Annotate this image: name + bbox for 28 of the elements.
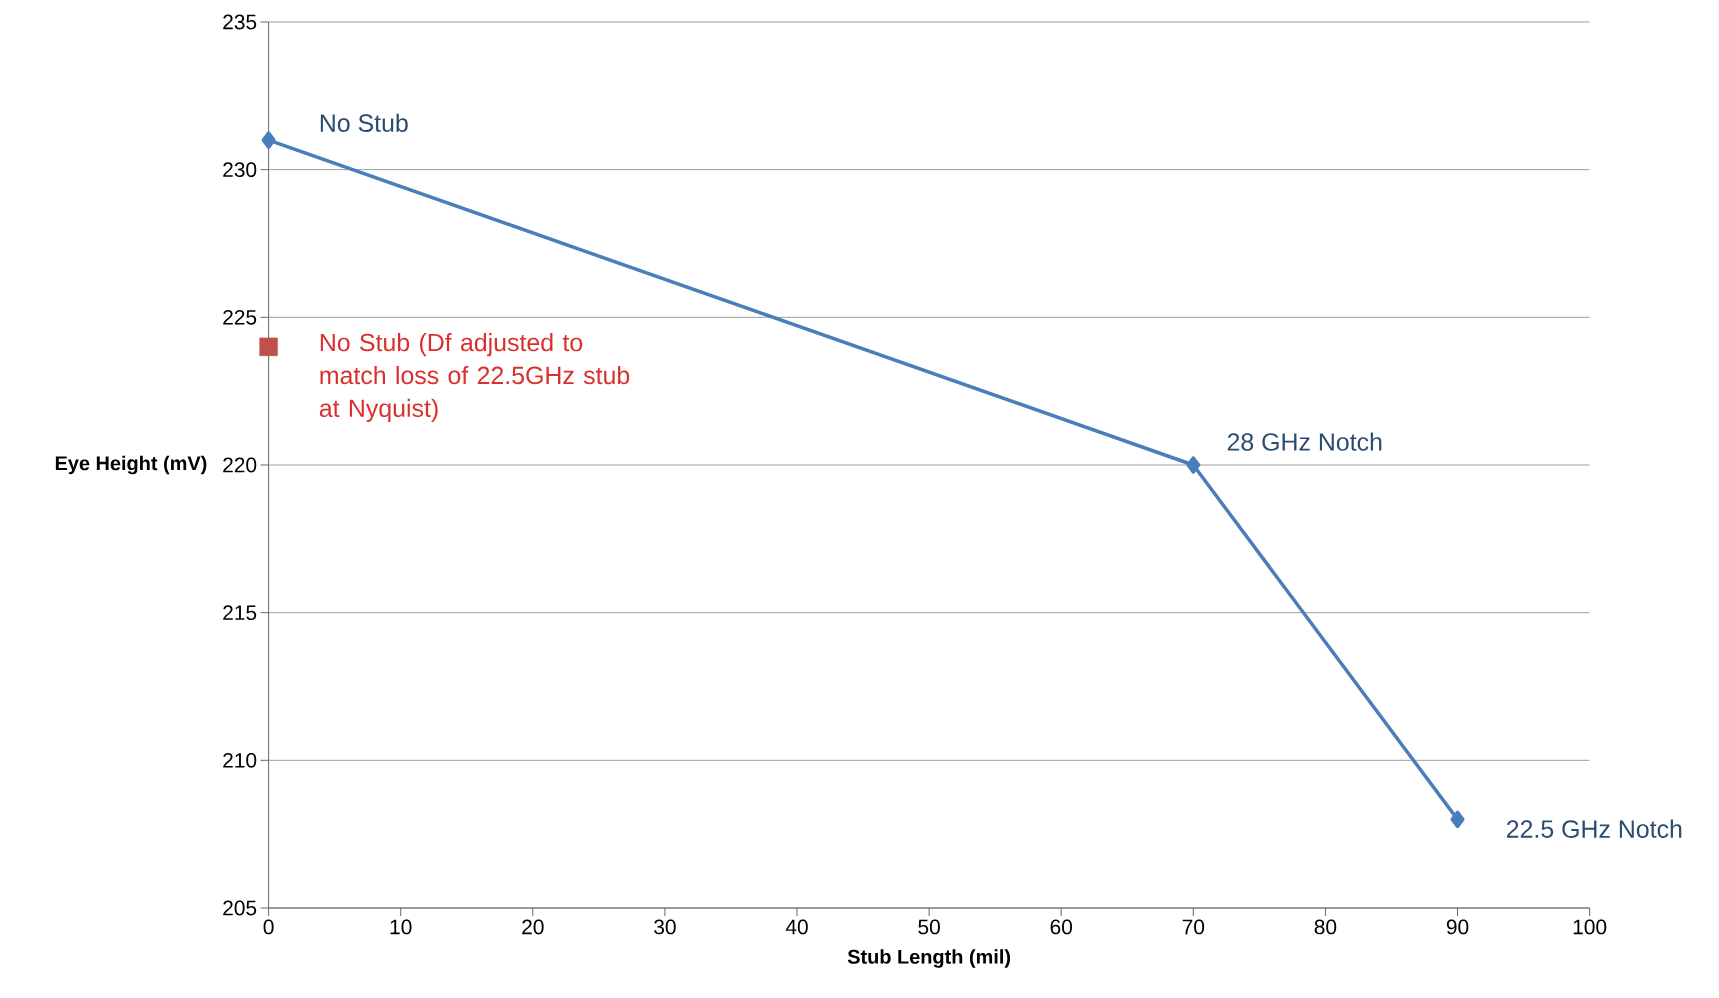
x-tick-label: 0 (263, 919, 274, 935)
point (261, 131, 276, 149)
annotation: No Stub (Df adjusted to match loss of 22.5GHz stub at Nyquist) (319, 333, 630, 423)
x-tick-label: 100 (1573, 919, 1607, 935)
y-axis-title: Eye Height (mV) (55, 455, 207, 475)
y-tick-label: 220 (223, 457, 257, 473)
x-axis-title: Stub Length (mil) (847, 949, 1011, 968)
x-tick-label: 60 (1050, 919, 1073, 935)
x-tick-label: 90 (1446, 919, 1469, 935)
point (1450, 810, 1465, 829)
point (259, 337, 278, 357)
x-tick-label: 80 (1314, 919, 1337, 935)
annotation: 22.5 GHz Notch (1506, 819, 1682, 838)
y-tick-label: 205 (223, 900, 257, 916)
x-tick-label: 10 (390, 919, 412, 935)
y-tick-label: 235 (223, 14, 257, 30)
annotation: 28 GHz Notch (1227, 432, 1382, 451)
x-tick-label: 70 (1182, 919, 1205, 935)
point (1186, 456, 1201, 474)
x-tick-label: 40 (785, 919, 808, 935)
annotation: No Stub (320, 113, 408, 132)
x-tick-label: 30 (654, 919, 676, 935)
x-tick-label: 50 (918, 919, 940, 935)
y-tick-label: 210 (223, 752, 257, 768)
y-tick-label: 225 (223, 309, 257, 325)
x-tick-label: 20 (522, 919, 544, 935)
y-tick-label: 215 (223, 605, 257, 621)
y-tick-label: 230 (223, 162, 257, 178)
